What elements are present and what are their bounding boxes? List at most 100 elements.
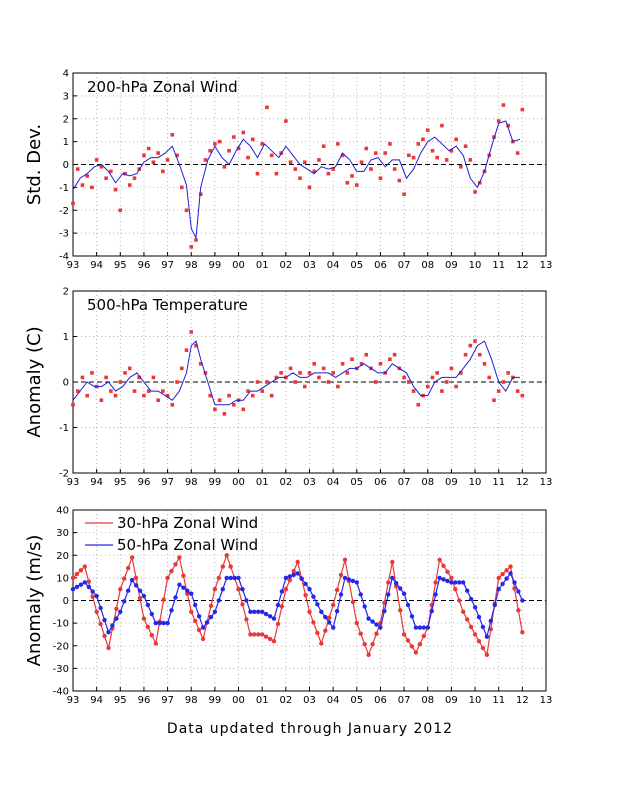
data-point	[449, 366, 454, 371]
series-marker	[173, 562, 178, 567]
series-marker	[327, 615, 332, 620]
y-tick-label: -1	[59, 183, 69, 194]
x-tick-label: 07	[398, 260, 411, 271]
data-point	[482, 362, 487, 366]
series-marker	[216, 598, 221, 603]
series-marker	[386, 580, 391, 585]
data-point	[459, 164, 463, 169]
data-point	[336, 142, 340, 146]
data-point	[142, 153, 146, 158]
x-tick-label: 04	[327, 695, 340, 706]
series-marker	[204, 620, 210, 625]
data-point	[161, 169, 165, 174]
series-marker	[417, 625, 423, 630]
series-line	[72, 553, 523, 657]
data-point	[421, 137, 425, 142]
series-marker	[374, 631, 379, 636]
data-point	[170, 402, 175, 407]
series-marker	[248, 632, 253, 637]
data-point	[265, 105, 269, 110]
series-marker	[70, 575, 76, 581]
series-marker	[263, 634, 269, 639]
data-point	[293, 380, 298, 384]
series-marker	[74, 571, 80, 577]
x-tick-label: 94	[90, 260, 103, 271]
x-tick-label: 01	[256, 260, 269, 271]
series-marker	[409, 614, 415, 619]
data-point	[288, 160, 293, 165]
series-marker	[291, 568, 296, 574]
data-point	[109, 169, 113, 174]
data-point	[425, 128, 430, 132]
data-point	[232, 135, 236, 139]
data-point	[520, 393, 525, 398]
x-tick-label: 08	[421, 695, 434, 706]
series-marker	[200, 625, 206, 630]
y-tick-label: -20	[53, 641, 69, 652]
data-point	[477, 352, 482, 357]
x-tick-label: 12	[516, 695, 529, 706]
series-marker	[480, 645, 486, 651]
series-marker	[413, 625, 419, 630]
x-tick-label: 05	[350, 695, 363, 706]
data-point	[80, 183, 85, 187]
series-marker	[149, 611, 154, 617]
data-point	[492, 398, 496, 402]
data-point	[175, 380, 179, 384]
data-point	[392, 167, 397, 171]
series-marker	[342, 557, 348, 562]
series-marker	[279, 604, 285, 609]
series-marker	[90, 594, 95, 599]
series-marker	[480, 624, 486, 630]
series-marker	[405, 602, 411, 608]
data-point	[269, 393, 274, 398]
data-point	[156, 398, 160, 402]
data-point	[411, 155, 416, 160]
series-marker	[468, 624, 474, 630]
data-point	[378, 362, 383, 366]
series-marker	[390, 559, 395, 565]
series-marker	[185, 588, 190, 593]
data-point	[227, 393, 231, 398]
data-point	[496, 389, 501, 393]
legend-entry: 30-hPa Zonal Wind	[117, 514, 258, 532]
data-point	[293, 167, 298, 171]
series-marker	[260, 609, 265, 614]
series-marker	[437, 557, 442, 562]
data-point	[501, 103, 506, 107]
data-point	[317, 375, 321, 380]
x-tick-label: 05	[350, 260, 363, 271]
series-marker	[516, 589, 521, 594]
data-point	[179, 185, 184, 190]
series-marker	[331, 602, 336, 608]
data-point	[520, 107, 525, 112]
y-tick-label: 2	[63, 287, 69, 298]
series-marker	[405, 638, 411, 643]
series-marker	[303, 581, 308, 587]
series-marker	[496, 575, 501, 581]
series-marker	[271, 616, 277, 621]
series-marker	[82, 580, 88, 585]
y-tick-label: 1	[63, 137, 69, 148]
data-point	[312, 362, 317, 366]
x-tick-label: 13	[540, 260, 553, 271]
series-marker	[90, 589, 95, 594]
data-point	[104, 176, 108, 181]
series-marker	[417, 642, 423, 647]
data-point	[109, 389, 113, 393]
data-point	[194, 238, 198, 242]
data-point	[255, 171, 260, 176]
data-point	[246, 389, 250, 393]
x-tick-label: 01	[256, 695, 269, 706]
series-marker	[445, 578, 450, 584]
data-point	[75, 167, 80, 171]
series-marker	[315, 630, 320, 636]
data-point	[232, 402, 236, 407]
data-point	[250, 137, 255, 142]
series-marker	[461, 609, 466, 614]
y-tick-label: -2	[59, 469, 69, 480]
x-tick-label: 01	[256, 477, 269, 488]
series-marker	[102, 633, 107, 639]
data-point	[359, 362, 364, 366]
